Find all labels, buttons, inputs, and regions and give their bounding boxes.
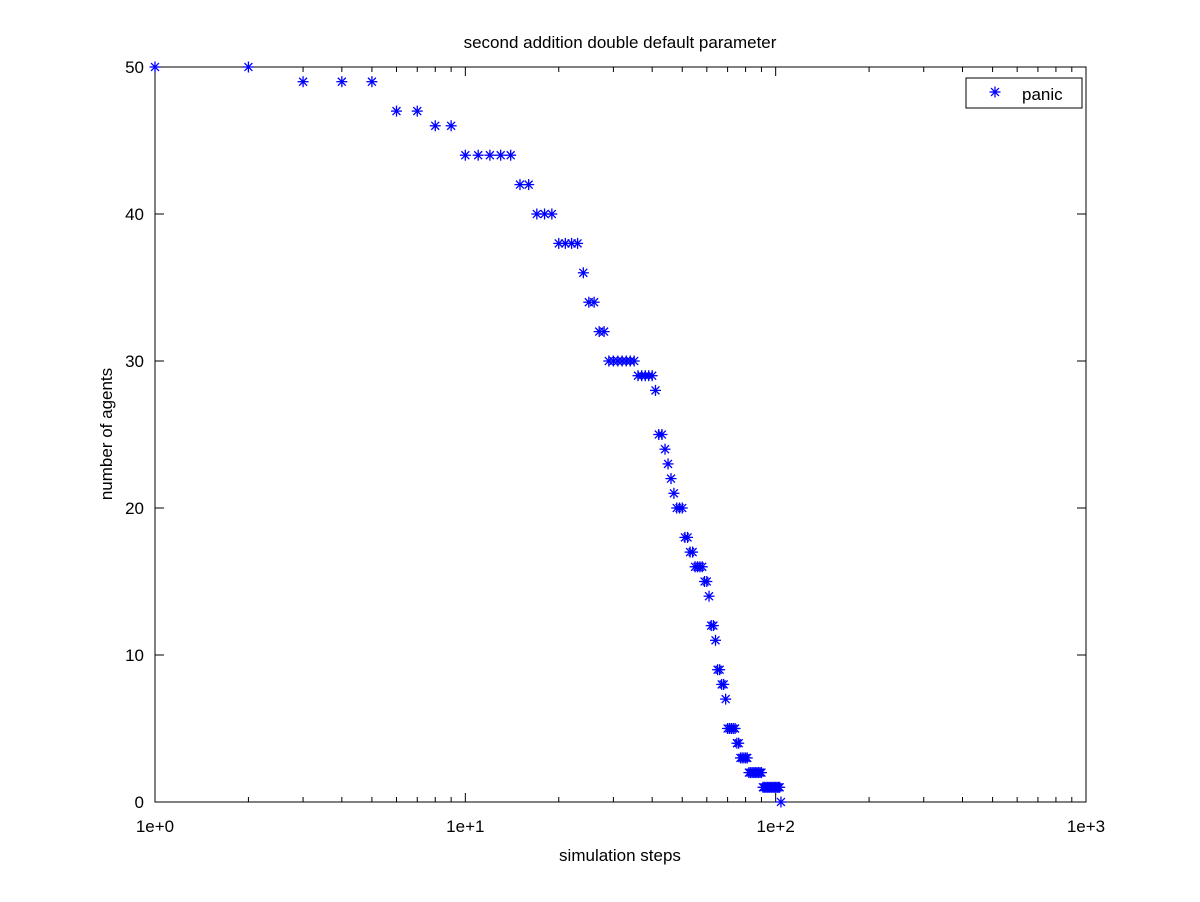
data-point xyxy=(668,487,680,499)
data-point xyxy=(718,678,730,690)
data-point xyxy=(588,296,600,308)
data-point xyxy=(646,370,658,382)
data-point xyxy=(484,149,496,161)
data-point xyxy=(714,664,726,676)
data-point xyxy=(755,767,767,779)
data-point xyxy=(710,634,722,646)
legend: panic xyxy=(965,77,1083,109)
data-point xyxy=(741,752,753,764)
data-point xyxy=(297,76,309,88)
legend-box xyxy=(965,77,1083,109)
data-point xyxy=(733,737,745,749)
y-axis-label: number of agents xyxy=(97,368,116,500)
data-point xyxy=(720,693,732,705)
x-tick-label: 1e+2 xyxy=(757,817,795,836)
data-point xyxy=(505,149,517,161)
data-point xyxy=(242,61,254,73)
data-point xyxy=(577,267,589,279)
legend-marker-symbol xyxy=(989,86,1001,98)
data-point xyxy=(696,561,708,573)
data-point xyxy=(687,546,699,558)
y-tick-label: 50 xyxy=(125,58,144,77)
data-point xyxy=(514,179,526,191)
data-point xyxy=(390,105,402,117)
data-point xyxy=(445,120,457,132)
data-point xyxy=(598,326,610,338)
x-tick-label: 1e+0 xyxy=(136,817,174,836)
data-point xyxy=(662,458,674,470)
y-tick-label: 20 xyxy=(125,499,144,518)
y-tick-label: 0 xyxy=(135,793,144,812)
y-tick-label: 10 xyxy=(125,646,144,665)
data-point xyxy=(701,576,713,587)
data-point xyxy=(775,796,787,808)
x-axis-tick-labels: 1e+0 1e+1 1e+2 1e+3 xyxy=(136,817,1105,836)
data-point xyxy=(572,237,584,249)
plot-area xyxy=(154,66,1087,803)
data-point xyxy=(682,531,694,543)
data-point xyxy=(650,384,662,396)
y-axis-tick-labels: 0 10 20 30 40 50 xyxy=(125,58,144,812)
data-point xyxy=(656,429,668,440)
data-point xyxy=(472,149,484,161)
data-point xyxy=(336,76,348,88)
data-point xyxy=(707,620,719,632)
data-point xyxy=(495,149,507,161)
y-tick-label: 40 xyxy=(125,205,144,224)
data-point xyxy=(628,355,640,367)
data-point xyxy=(665,473,677,485)
data-point xyxy=(659,443,671,455)
data-point xyxy=(366,76,378,88)
data-point xyxy=(459,149,471,161)
data-point xyxy=(149,61,161,73)
data-point xyxy=(729,723,741,734)
data-point xyxy=(546,208,558,220)
x-tick-label: 1e+3 xyxy=(1067,817,1105,836)
x-axis-label: simulation steps xyxy=(559,846,681,865)
data-point xyxy=(411,105,423,117)
legend-marker-panic xyxy=(989,86,1001,98)
chart-title: second addition double default parameter xyxy=(464,33,777,52)
data-point xyxy=(429,120,441,132)
data-point xyxy=(523,179,535,191)
x-tick-label: 1e+1 xyxy=(446,817,484,836)
legend-label-panic: panic xyxy=(1022,85,1063,104)
y-tick-label: 30 xyxy=(125,352,144,371)
data-point xyxy=(774,781,786,793)
data-point xyxy=(676,502,688,514)
data-series-panic xyxy=(149,61,787,808)
data-point xyxy=(703,590,715,602)
